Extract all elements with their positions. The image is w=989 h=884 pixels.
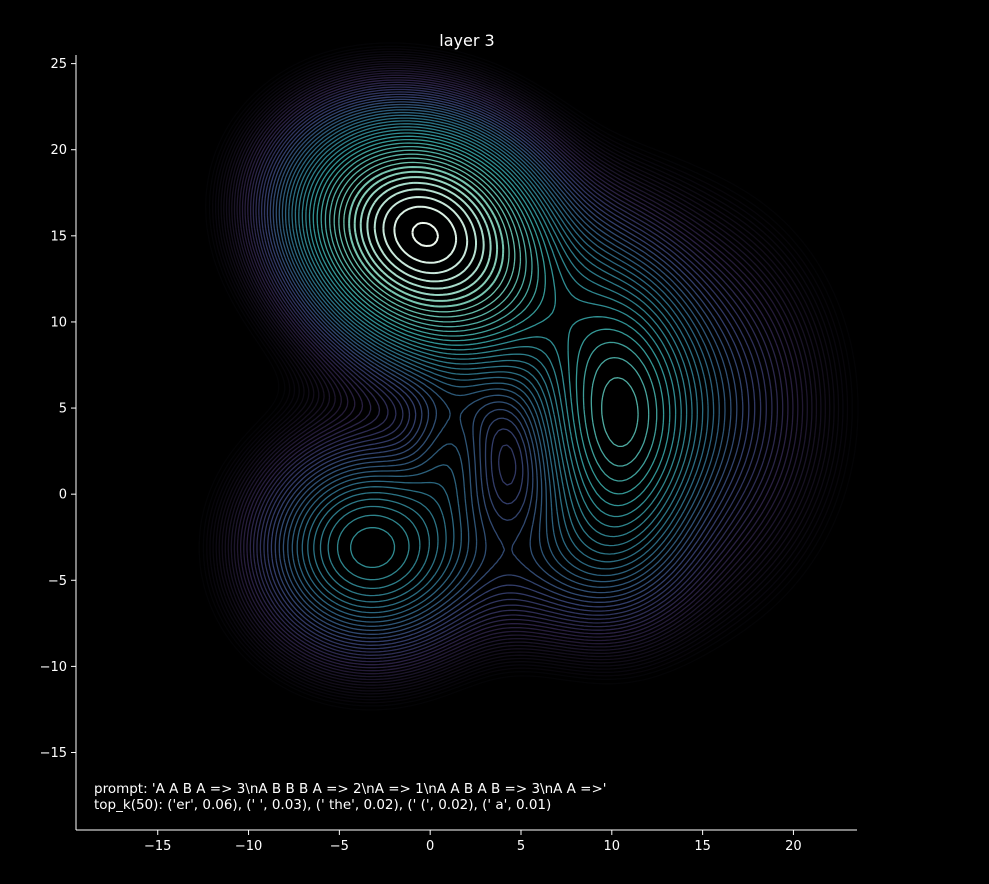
- contour-level-25: [275, 103, 732, 632]
- y-tick-label: 25: [50, 57, 67, 72]
- contour-level-23: [269, 98, 744, 639]
- contour-level-32: [298, 123, 693, 597]
- contour-level-15: [246, 79, 789, 666]
- y-tick-label: −10: [40, 660, 67, 675]
- contour-level-26: [278, 106, 726, 627]
- axes: [75, 55, 857, 831]
- contour-level-40: [329, 149, 639, 448]
- x-tick-label: 20: [785, 839, 802, 854]
- chart-title: layer 3: [439, 31, 494, 50]
- y-tick-label: −15: [40, 746, 67, 761]
- y-tick-label: 15: [50, 229, 67, 244]
- contour-level-3: [209, 50, 844, 701]
- contour-level-11: [233, 69, 808, 678]
- contour-level-39: [324, 145, 650, 467]
- contour-level-50: [393, 205, 458, 264]
- contour-level-9: [227, 65, 818, 684]
- contour-level-16: [249, 81, 784, 663]
- contour-level-4: [212, 53, 840, 698]
- contour-level-35: [308, 132, 677, 569]
- prompt-annotation: prompt: 'A A B A => 3\nA B B B A => 2\nA…: [94, 781, 607, 797]
- contour-level-43: [343, 161, 510, 313]
- x-tick-label: 10: [604, 839, 621, 854]
- contour-level-2: [206, 48, 849, 704]
- x-tick-label: 5: [517, 839, 525, 854]
- contour-level-34: [305, 129, 682, 581]
- y-tick-label: 10: [50, 315, 67, 330]
- contour-level-46: [359, 176, 492, 296]
- x-tick-label: −15: [144, 839, 171, 854]
- contour-level-38: [320, 142, 658, 482]
- contour-level-21: [263, 93, 756, 646]
- contour-level-27: [281, 109, 720, 623]
- contour-level-5: [215, 55, 835, 695]
- x-tick-label: 15: [694, 839, 711, 854]
- y-tick-label: 0: [59, 488, 67, 503]
- contour-level-31: [294, 120, 698, 603]
- contour-level-51: [411, 221, 439, 247]
- contour-level-17: [252, 84, 779, 660]
- contour-level-20: [260, 91, 762, 650]
- x-tick-label: 0: [426, 839, 434, 854]
- x-tick-label: −10: [235, 839, 262, 854]
- topk-annotation: top_k(50): ('er', 0.06), (' ', 0.03), ('…: [94, 797, 551, 813]
- contour-level-28: [284, 111, 715, 619]
- contour-level-49: [382, 196, 469, 275]
- contour-level-10: [230, 67, 813, 681]
- contour-level-41: [333, 153, 522, 323]
- contour-level-24: [272, 101, 738, 635]
- contour-lines: [198, 42, 859, 711]
- x-tick-label: −5: [330, 839, 349, 854]
- contour-level-30: [291, 117, 704, 609]
- contour-level-13: [239, 74, 799, 672]
- contour-level-18: [255, 86, 773, 656]
- contour-level-19: [258, 88, 767, 653]
- y-tick-label: 5: [59, 402, 67, 417]
- contour-level-0: [198, 42, 859, 711]
- contour-level-44: [348, 166, 505, 308]
- contour-level-37: [316, 138, 665, 495]
- y-tick-label: −5: [48, 574, 67, 589]
- contour-level-1: [202, 45, 853, 707]
- x-ticks: −15 −10 −5 0 5 10 15 20: [144, 830, 802, 854]
- contour-level-33: [301, 126, 688, 590]
- contour-level-8: [224, 63, 822, 686]
- contour-level-42: [338, 157, 516, 318]
- contour-level-29: [288, 114, 709, 614]
- contour-level-36: [312, 135, 671, 507]
- contour-level-45: [353, 170, 499, 302]
- contour-level-22: [266, 96, 750, 643]
- y-tick-label: 20: [50, 143, 67, 158]
- contour-level-14: [243, 76, 794, 669]
- contour-level-47: [366, 181, 485, 290]
- y-ticks: −15 −10 −5 0 5 10 15 20 25: [40, 57, 76, 761]
- contour-level-6: [218, 58, 831, 692]
- contour-level-12: [236, 72, 804, 675]
- contour-level-48: [373, 188, 477, 283]
- contour-level-7: [221, 60, 826, 689]
